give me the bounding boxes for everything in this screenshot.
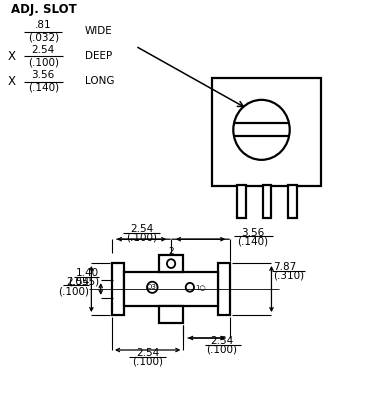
Text: (.032): (.032) bbox=[28, 32, 59, 42]
Text: O3: O3 bbox=[146, 284, 156, 290]
Bar bbox=[212, 78, 321, 186]
Bar bbox=[159, 306, 183, 323]
Text: .81: .81 bbox=[35, 20, 52, 30]
Text: 2.54: 2.54 bbox=[136, 348, 159, 358]
Bar bbox=[124, 272, 218, 306]
Text: (.100): (.100) bbox=[28, 58, 59, 68]
Text: 2.54: 2.54 bbox=[32, 45, 55, 55]
Text: 3.56: 3.56 bbox=[241, 228, 264, 238]
Text: WIDE: WIDE bbox=[85, 26, 112, 36]
Text: LONG: LONG bbox=[85, 76, 114, 86]
Text: 3.56: 3.56 bbox=[32, 70, 55, 80]
Bar bbox=[263, 185, 271, 218]
Text: X: X bbox=[8, 75, 16, 88]
Bar bbox=[218, 263, 230, 315]
Text: (.055): (.055) bbox=[68, 276, 99, 286]
Text: (.100): (.100) bbox=[59, 286, 89, 296]
Text: (.100): (.100) bbox=[132, 356, 163, 366]
Text: X: X bbox=[8, 50, 16, 63]
Text: 2.54: 2.54 bbox=[66, 277, 89, 287]
Text: 1○: 1○ bbox=[196, 284, 206, 290]
Text: 7.87: 7.87 bbox=[273, 262, 297, 272]
Bar bbox=[288, 185, 297, 218]
Text: (.140): (.140) bbox=[28, 82, 59, 92]
Text: DEEP: DEEP bbox=[85, 51, 112, 61]
Text: 1.40: 1.40 bbox=[76, 268, 99, 278]
Text: 2.54: 2.54 bbox=[130, 224, 153, 234]
Bar bbox=[159, 255, 183, 272]
Text: 2.54: 2.54 bbox=[210, 336, 233, 346]
Text: (.100): (.100) bbox=[206, 344, 237, 354]
Text: 2: 2 bbox=[168, 246, 174, 256]
Text: (.100): (.100) bbox=[126, 232, 157, 242]
Text: (.140): (.140) bbox=[237, 237, 268, 246]
Bar bbox=[112, 263, 124, 315]
Text: ADJ. SLOT: ADJ. SLOT bbox=[11, 4, 77, 16]
Text: (.310): (.310) bbox=[273, 270, 305, 280]
Bar bbox=[237, 185, 246, 218]
